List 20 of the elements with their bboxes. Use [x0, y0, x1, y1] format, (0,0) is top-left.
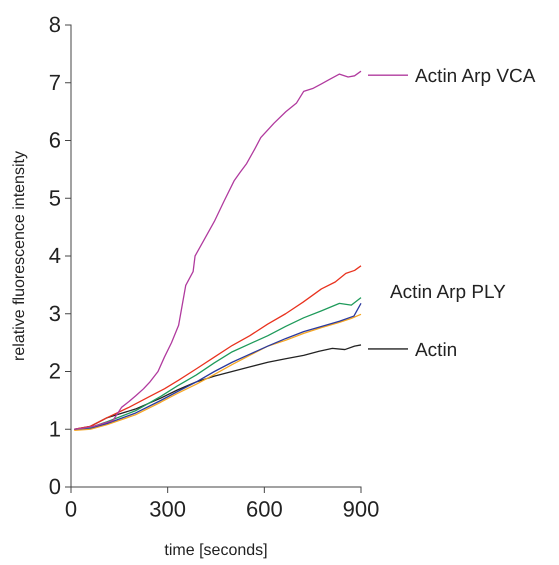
x-tick-label: 600: [246, 496, 283, 522]
y-tick-label: 8: [48, 12, 61, 38]
x-tick-label: 900: [342, 496, 380, 522]
y-tick-label: 5: [48, 185, 61, 210]
x-tick-label: 0: [64, 496, 78, 522]
y-tick-label: 2: [48, 358, 61, 384]
y-tick-label: 7: [48, 70, 61, 95]
y-tick-label: 4: [48, 243, 61, 268]
x-axis-title: time [seconds]: [164, 542, 268, 559]
y-tick-label: 0: [48, 474, 61, 500]
line-series: [74, 265, 362, 430]
x-tick-label: 300: [149, 496, 186, 522]
y-tick-label: 1: [48, 416, 61, 442]
y-tick-label: 3: [48, 300, 61, 326]
legend-label: Actin: [415, 340, 458, 361]
legend-label: Actin Arp VCA: [415, 66, 536, 88]
text: Actin Arp PLY: [390, 282, 506, 303]
y-tick-label: 6: [48, 128, 61, 153]
y-axis-title: relative fluorescence intensity: [11, 151, 28, 361]
line-series: [74, 70, 362, 430]
